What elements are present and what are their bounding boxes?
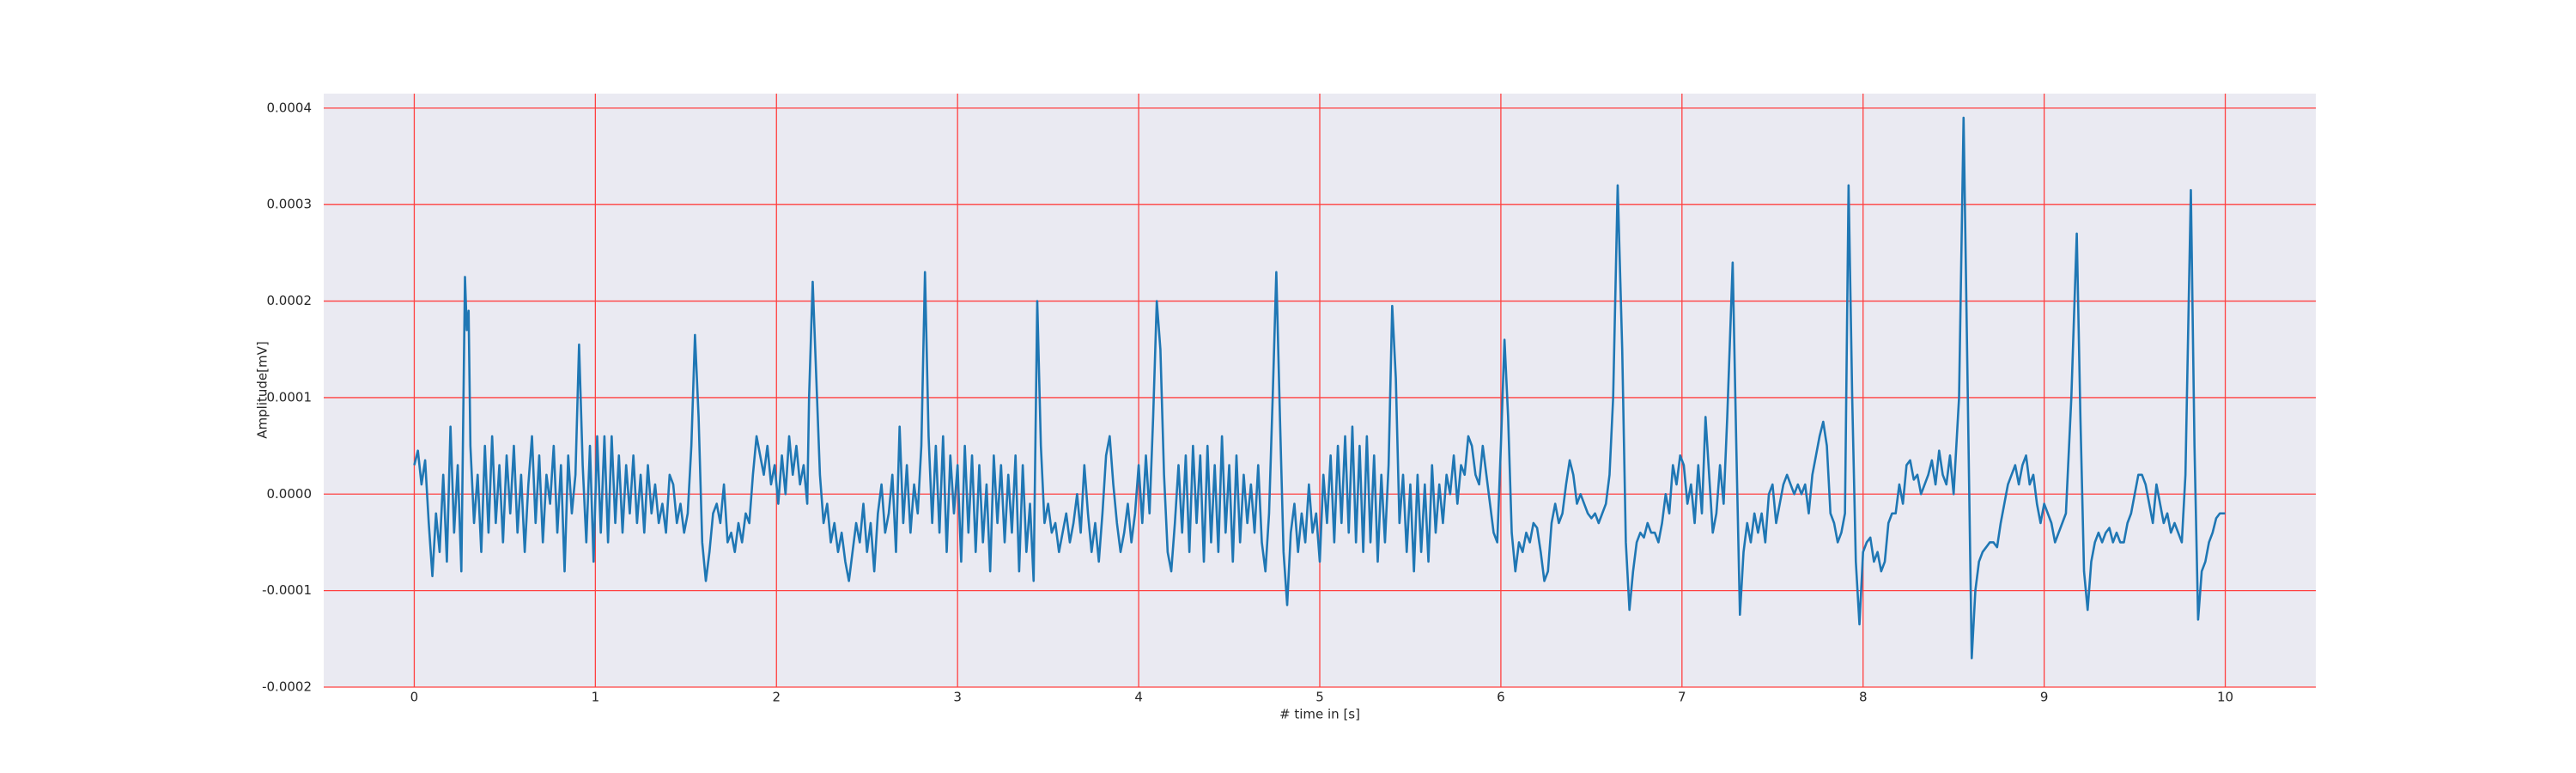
y-axis-label: Amplitude[mV] [255,341,270,438]
x-tick-label: 3 [953,690,962,705]
x-tick-label: 8 [1859,690,1868,705]
y-tick-label: -0.0001 [262,582,312,598]
x-tick-label: 2 [772,690,781,705]
y-tick-label: 0.0002 [267,293,313,308]
x-axis-label: # time in [s] [1279,707,1360,722]
x-tick-label: 0 [410,690,419,705]
y-tick-label: 0.0001 [267,389,313,405]
x-tick-label: 10 [2217,690,2233,705]
y-tick-label: -0.0002 [262,679,312,695]
y-tick-label: 0.0003 [267,197,313,212]
signal-line [413,116,2226,660]
x-tick-label: 5 [1315,690,1324,705]
x-tick-label: 7 [1678,690,1686,705]
x-tick-label: 1 [592,690,600,705]
x-tick-label: 6 [1497,690,1505,705]
y-tick-label: 0.0000 [267,486,313,502]
y-tick-label: 0.0004 [267,100,313,115]
x-tick-label: 4 [1134,690,1143,705]
x-tick-label: 9 [2040,690,2049,705]
